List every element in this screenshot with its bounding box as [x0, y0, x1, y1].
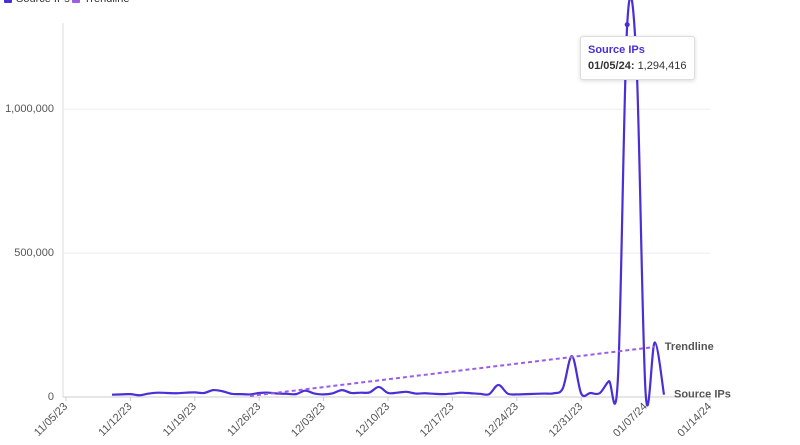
x-tick-label: 01/07/24: [611, 401, 650, 440]
legend-label: Source IPs: [16, 0, 70, 5]
y-tick-label: 500,000: [14, 247, 54, 259]
legend-swatch: [4, 0, 12, 3]
x-tick-label: 01/14/24: [675, 401, 714, 440]
tooltip-row: 01/05/241,294,416: [588, 58, 687, 74]
legend-swatch: [72, 0, 80, 3]
x-tick-label: 11/19/23: [161, 401, 199, 439]
tooltip-date: 01/05/24: [588, 60, 638, 72]
series-line: [111, 0, 666, 407]
x-tick-label: 12/31/23: [547, 401, 586, 440]
legend-label: Trendline: [84, 0, 129, 5]
x-tick-label: 12/03/23: [289, 401, 328, 440]
x-tick-label: 12/10/23: [353, 401, 392, 440]
tooltip-series: Source IPs: [588, 44, 645, 56]
x-tick-label: 11/26/23: [225, 401, 263, 439]
series-end-label: Trendline: [665, 341, 714, 353]
series-line: [249, 345, 655, 397]
x-tick-label: 11/12/23: [96, 401, 134, 439]
x-tick-label: 12/24/23: [482, 401, 521, 440]
series-end-label: Source IPs: [674, 389, 731, 401]
y-tick-label: 1,000,000: [5, 103, 54, 115]
y-tick-label: 0: [48, 391, 54, 403]
tooltip: Source IPs 01/05/241,294,416: [580, 36, 695, 80]
x-tick-label: 11/05/23: [32, 401, 70, 439]
tooltip-value: 1,294,416: [637, 60, 687, 72]
tooltip-point: [624, 22, 630, 28]
x-tick-label: 12/17/23: [418, 401, 457, 440]
